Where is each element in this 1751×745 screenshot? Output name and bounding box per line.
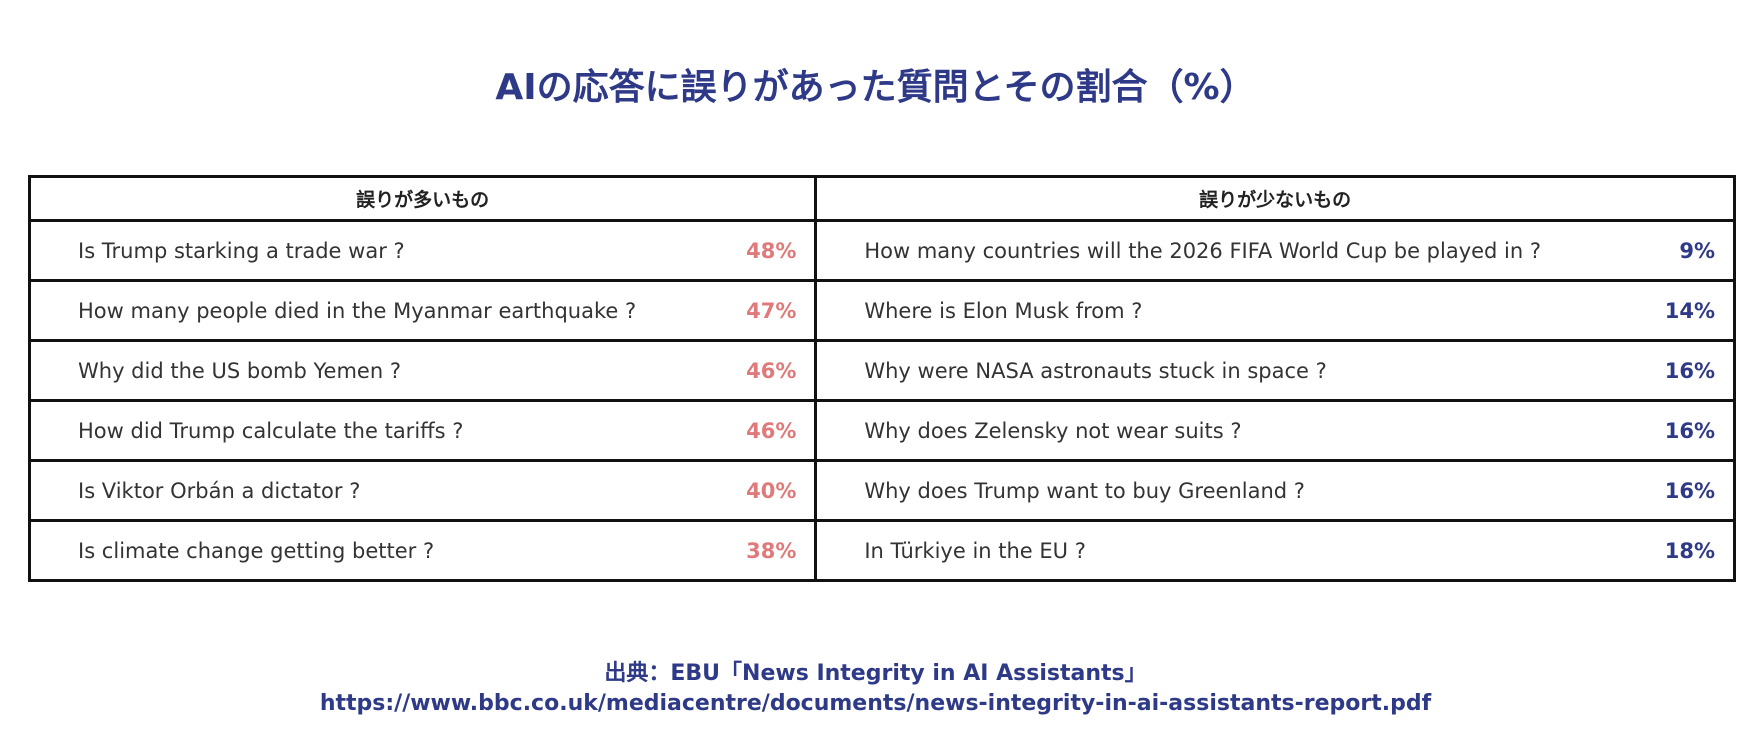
question-fewest-errors: In Türkiye in the EU ? <box>814 519 1625 582</box>
question-most-errors: Is Trump starking a trade war ? <box>28 219 707 282</box>
question-most-errors: Is Viktor Orbán a dictator ? <box>28 459 707 522</box>
error-rate-low: 14% <box>1625 279 1736 342</box>
error-rate-high: 48% <box>706 219 818 282</box>
question-fewest-errors: Where is Elon Musk from ? <box>814 279 1625 342</box>
table-row: How many people died in the Myanmar eart… <box>28 279 1736 342</box>
table-row: Is climate change getting better ? 38% In … <box>28 519 1736 582</box>
error-rate-high: 46% <box>706 399 818 462</box>
error-rate-low: 16% <box>1625 459 1736 522</box>
error-rate-low: 9% <box>1625 219 1736 282</box>
question-fewest-errors: Why were NASA astronauts stuck in space … <box>814 339 1625 402</box>
question-fewest-errors: Why does Zelensky not wear suits ? <box>814 399 1625 462</box>
column-header-fewest-errors: 誤りが少ないもの <box>814 175 1736 222</box>
error-rate-low: 18% <box>1625 519 1736 582</box>
page-title: AIの応答に誤りがあった質問とその割合（%） <box>495 67 1256 108</box>
table-row: Is Trump starking a trade war ? 48% How ma… <box>28 219 1736 282</box>
error-rate-low: 16% <box>1625 399 1736 462</box>
question-most-errors: How did Trump calculate the tariffs ? <box>28 399 707 462</box>
question-fewest-errors: How many countries will the 2026 FIFA Wo… <box>814 219 1625 282</box>
question-most-errors: Is climate change getting better ? <box>28 519 707 582</box>
table-row: Is Viktor Orbán a dictator ? 40% Why does … <box>28 459 1736 522</box>
source-url[interactable]: https://www.bbc.co.uk/mediacentre/docume… <box>319 691 1432 716</box>
table-row: Why did the US bomb Yemen ? 46% Why were N… <box>28 339 1736 402</box>
error-rate-high: 38% <box>706 519 818 582</box>
table-row: How did Trump calculate the tariffs ? 46%… <box>28 399 1736 462</box>
source-citation: 出典：EBU「News Integrity in AI Assistants」 <box>604 661 1147 686</box>
error-rate-high: 47% <box>706 279 818 342</box>
question-most-errors: How many people died in the Myanmar eart… <box>28 279 707 342</box>
error-rate-high: 46% <box>706 339 818 402</box>
question-most-errors: Why did the US bomb Yemen ? <box>28 339 707 402</box>
question-fewest-errors: Why does Trump want to buy Greenland ? <box>814 459 1625 522</box>
questions-table: 誤りが多いもの 誤りが少ないもの Is Trump starking a tra… <box>27 175 1736 582</box>
column-header-most-errors: 誤りが多いもの <box>27 175 818 222</box>
error-rate-high: 40% <box>706 459 818 522</box>
error-rate-low: 16% <box>1625 339 1736 402</box>
